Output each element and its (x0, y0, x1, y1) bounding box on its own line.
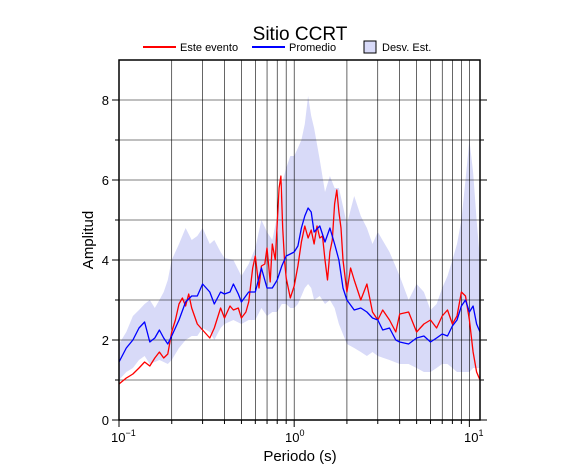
chart-title: Sitio CCRT (253, 24, 348, 45)
legend-mean-label: Promedio (289, 42, 336, 54)
legend-band-label: Desv. Est. (382, 42, 431, 54)
y-tick-label: 2 (102, 333, 109, 348)
plot-area: 0 2 4 6 8 (102, 59, 487, 428)
event-series-line (118, 175, 481, 385)
y-tick-label: 0 (102, 413, 109, 428)
plot-frame (118, 59, 481, 421)
x-tick-label: 10−1 (111, 428, 136, 445)
y-tick-label: 8 (102, 93, 109, 108)
x-tick-label: 101 (464, 428, 483, 445)
legend: Este evento Promedio Desv. Est. (143, 40, 431, 54)
y-axis-label: Amplitud (80, 211, 97, 269)
mean-series-line (118, 207, 481, 363)
y-tick-label: 4 (102, 253, 109, 268)
legend-band-swatch (363, 40, 377, 54)
x-axis-label: Periodo (s) (263, 448, 336, 465)
legend-event-label: Este evento (180, 42, 238, 54)
y-tick-label: 6 (102, 173, 109, 188)
x-tick-label: 100 (285, 428, 304, 445)
